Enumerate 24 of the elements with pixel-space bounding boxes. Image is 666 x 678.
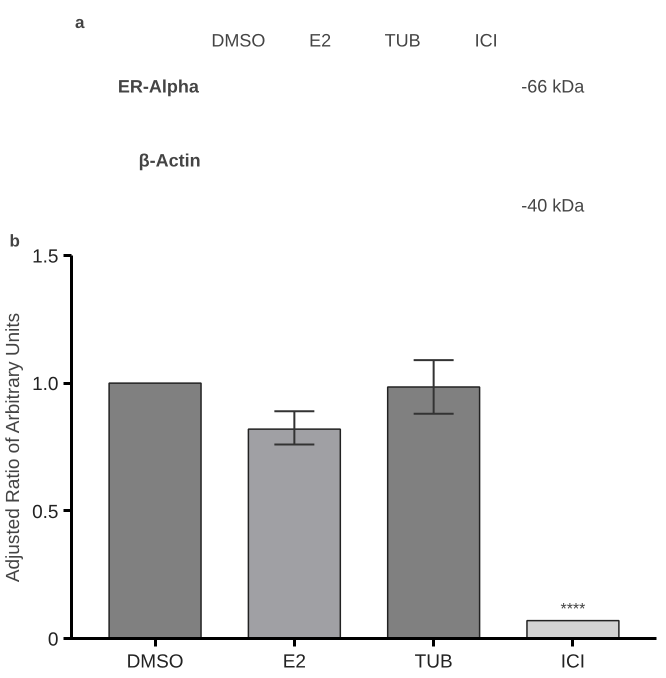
- text: TUB: [384, 30, 421, 50]
- y-tick-label: 1.5: [32, 246, 59, 268]
- text: DMSO: [211, 30, 266, 50]
- text: E2: [309, 30, 332, 50]
- bar: [526, 620, 620, 638]
- text: -66 kDa: [521, 76, 586, 96]
- bar: [108, 382, 202, 638]
- text: ICI: [474, 30, 498, 50]
- y-tick-label: 1.0: [32, 374, 59, 396]
- bar: [248, 428, 342, 638]
- text: -40 kDa: [521, 196, 586, 216]
- y-axis-title: Adjusted Ratio of Arbitrary Units: [3, 312, 24, 582]
- y-tick-label: 0: [48, 630, 59, 650]
- y-tick-label: 0.5: [32, 502, 59, 523]
- x-tick-label: E2: [282, 652, 306, 672]
- text: β-Actin: [138, 150, 201, 170]
- text: ER-Alpha: [118, 76, 200, 96]
- x-tick-label: ICI: [560, 652, 586, 672]
- annotation: ****: [560, 601, 586, 618]
- bar: [386, 386, 480, 638]
- text: b: [10, 232, 20, 250]
- text: a: [75, 13, 86, 32]
- x-tick-label: TUB: [414, 652, 453, 672]
- x-tick-label: DMSO: [126, 652, 184, 672]
